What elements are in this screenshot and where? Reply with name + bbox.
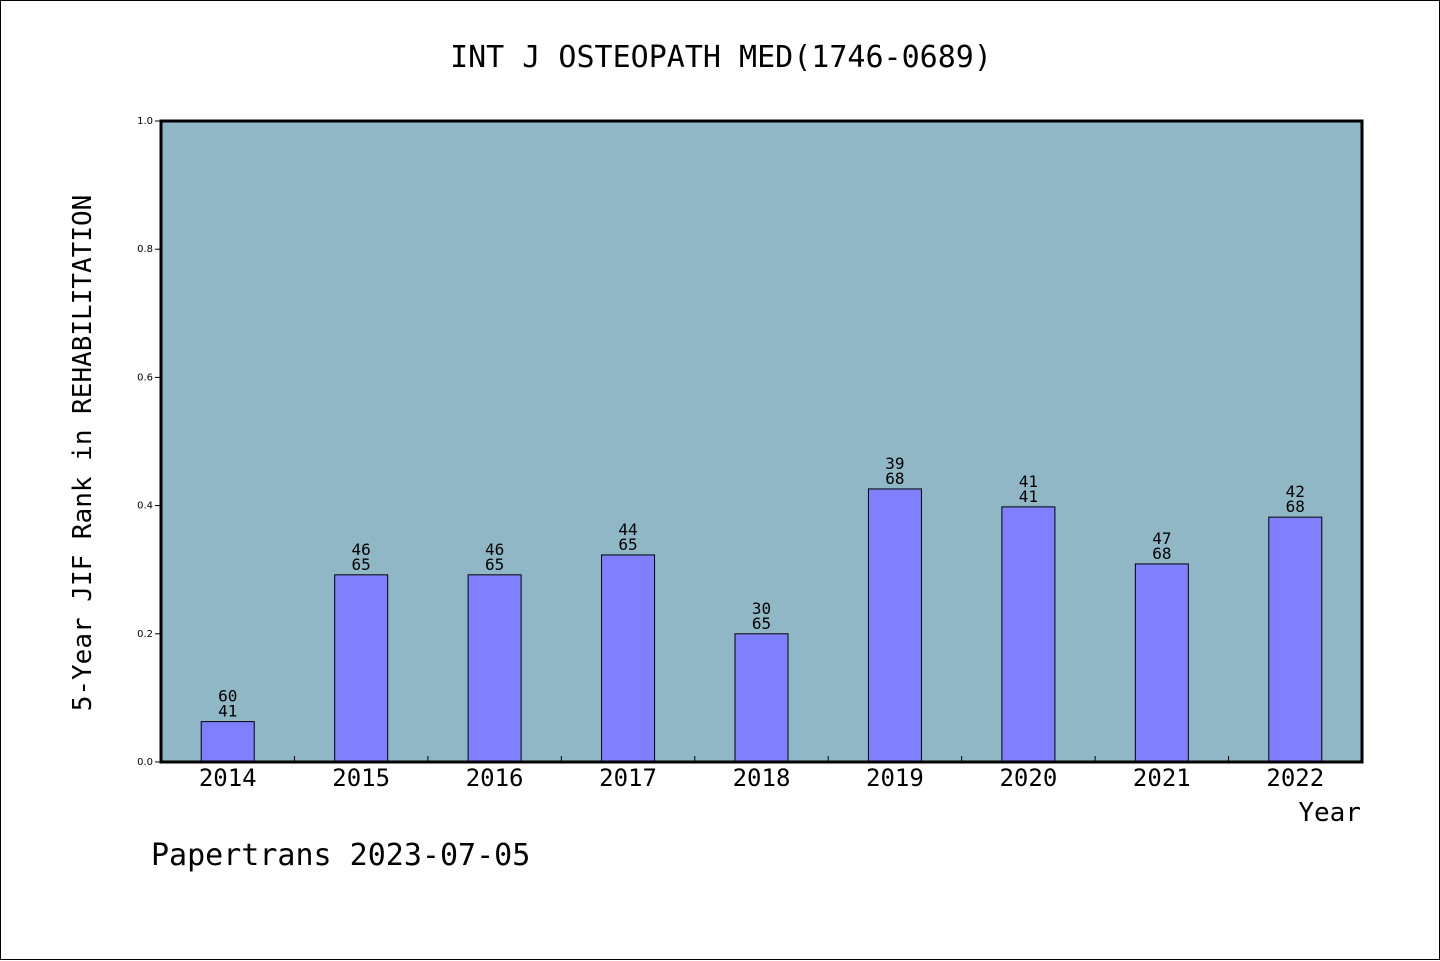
x-tick-label: 2017: [599, 764, 657, 792]
bar-total-label: 65: [485, 555, 504, 574]
bar-2022: [1268, 516, 1323, 763]
x-tick-label: 2020: [999, 764, 1057, 792]
bar-2016: [467, 574, 522, 763]
y-tick-label: 0.2: [137, 629, 153, 640]
bar-total-label: 65: [352, 555, 371, 574]
x-tick-label: 2016: [466, 764, 524, 792]
x-axis-label: Year: [1298, 798, 1361, 828]
y-tick-label: 0.0: [137, 757, 153, 768]
bar-rank-label: 47: [1152, 529, 1171, 548]
watermark-text: Papertrans 2023-07-05: [151, 838, 530, 873]
y-tick-label: 0.4: [137, 501, 153, 512]
bar-rank-label: 41: [1019, 472, 1038, 491]
x-tick-label: 2022: [1266, 764, 1324, 792]
x-tick-label: 2021: [1133, 764, 1191, 792]
x-axis: 2014 2015 2016 2017 2018 2019 2020 2021 2022: [199, 756, 1324, 792]
plot-border: [159, 119, 1364, 764]
bar-2019: [867, 488, 922, 763]
chart-title: INT J OSTEOPATH MED(1746-0689): [450, 40, 992, 75]
y-axis: 0.0 0.2 0.4 0.6 0.8 1.0: [137, 116, 161, 768]
bar-rank-label: 60: [218, 687, 237, 706]
x-tick-label: 2014: [199, 764, 257, 792]
bar-rank-label: 46: [352, 540, 371, 559]
bar-series: [200, 488, 1323, 763]
bar-2018: [734, 633, 789, 763]
x-tick-label: 2015: [332, 764, 390, 792]
x-tick-label: 2019: [866, 764, 924, 792]
bar-2020: [1001, 506, 1056, 763]
x-tick-label: 2018: [733, 764, 791, 792]
bar-2021: [1134, 563, 1189, 763]
bar-total-label: 68: [885, 469, 904, 488]
bar-2017: [601, 554, 656, 763]
y-tick-label: 1.0: [137, 116, 153, 127]
bar-rank-label: 44: [618, 520, 637, 539]
bar-total-label: 41: [1019, 487, 1038, 506]
y-tick-label: 0.6: [137, 372, 153, 383]
bar-rank-label: 46: [485, 540, 504, 559]
bar-total-label: 68: [1286, 497, 1305, 516]
bar-rank-label: 42: [1286, 482, 1305, 501]
bar-total-label: 65: [618, 535, 637, 554]
bar-total-label: 68: [1152, 544, 1171, 563]
y-axis-label: 5-Year JIF Rank in REHABILITATION: [68, 195, 98, 712]
bar-total-label: 41: [218, 702, 237, 721]
y-tick-label: 0.8: [137, 244, 153, 255]
bar-rank-label: 39: [885, 454, 904, 473]
bar-2014: [200, 721, 255, 763]
bar-2015: [334, 574, 389, 763]
bar-total-label: 65: [752, 614, 771, 633]
bar-rank-label: 30: [752, 599, 771, 618]
